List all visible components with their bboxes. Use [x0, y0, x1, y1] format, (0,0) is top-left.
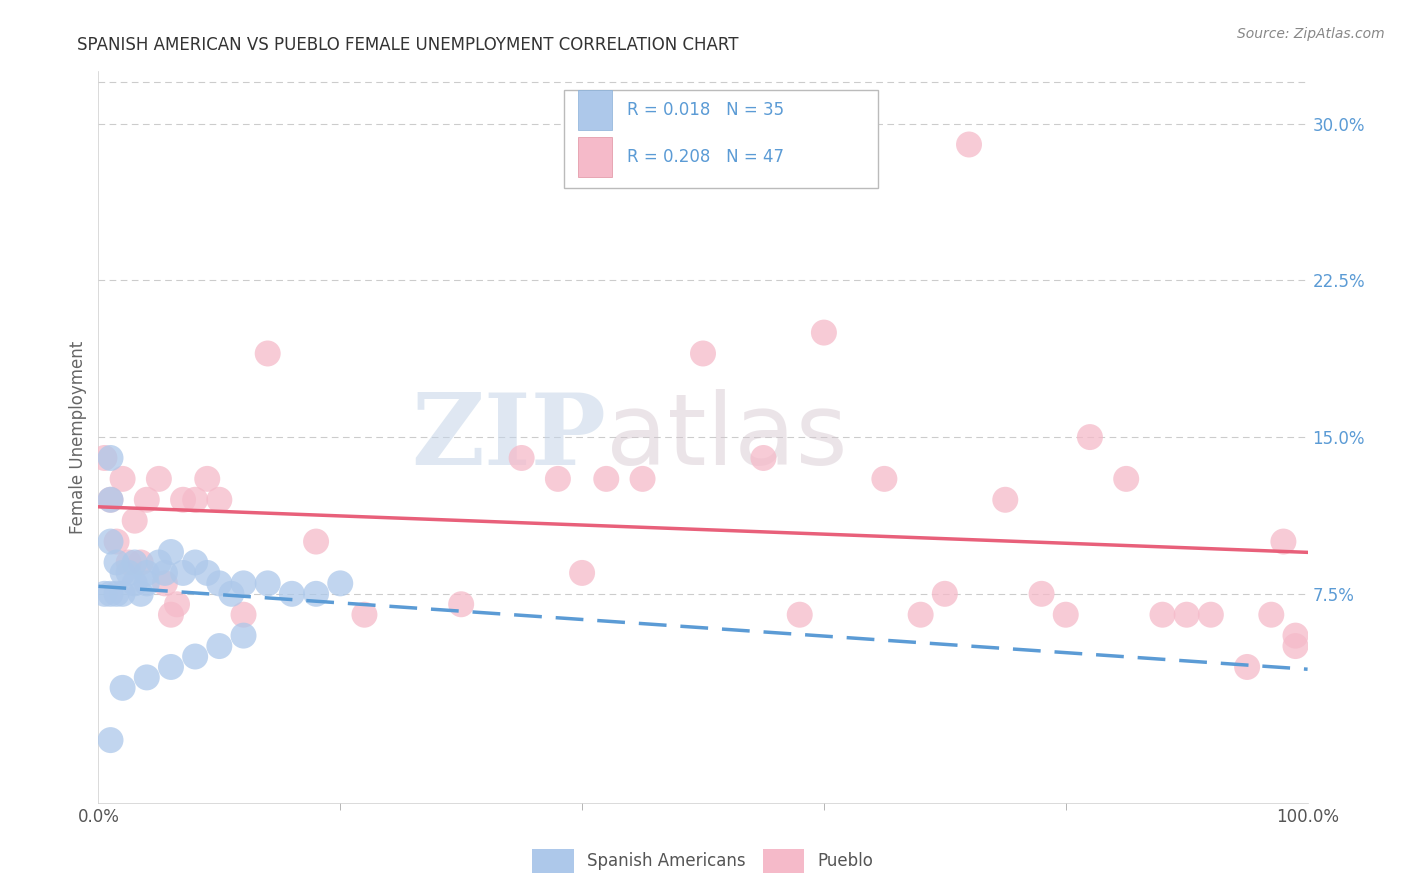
Point: [105, 587, 128, 601]
Point: [256, 346, 278, 360]
Point: [105, 534, 128, 549]
Point: [571, 566, 593, 580]
Point: [135, 492, 157, 507]
Point: [184, 649, 207, 664]
Point: [160, 607, 183, 622]
Point: [100, 492, 122, 507]
Point: [160, 660, 183, 674]
Point: [118, 556, 141, 570]
Point: [93, 450, 115, 465]
Point: [1054, 607, 1077, 622]
Point: [153, 576, 176, 591]
Point: [100, 587, 122, 601]
Point: [873, 472, 896, 486]
Point: [124, 556, 146, 570]
Point: [124, 576, 146, 591]
Point: [166, 597, 188, 611]
Point: [135, 566, 157, 580]
Point: [1115, 472, 1137, 486]
Text: SPANISH AMERICAN VS PUEBLO FEMALE UNEMPLOYMENT CORRELATION CHART: SPANISH AMERICAN VS PUEBLO FEMALE UNEMPL…: [77, 36, 738, 54]
Point: [118, 566, 141, 580]
Point: [153, 566, 176, 580]
Point: [789, 607, 811, 622]
Point: [184, 492, 207, 507]
Point: [595, 472, 617, 486]
FancyBboxPatch shape: [564, 90, 879, 188]
Point: [1031, 587, 1053, 601]
Point: [195, 566, 218, 580]
FancyBboxPatch shape: [578, 90, 613, 130]
Point: [353, 607, 375, 622]
Point: [100, 492, 122, 507]
Point: [281, 587, 304, 601]
Point: [450, 597, 472, 611]
Point: [135, 670, 157, 684]
Point: [1236, 660, 1258, 674]
Point: [1078, 430, 1101, 444]
Text: R = 0.208   N = 47: R = 0.208 N = 47: [627, 148, 783, 166]
Point: [957, 137, 980, 152]
Point: [934, 587, 956, 601]
Point: [510, 450, 533, 465]
Point: [172, 566, 194, 580]
Point: [148, 556, 170, 570]
Point: [93, 587, 115, 601]
Point: [232, 607, 254, 622]
Point: [1199, 607, 1222, 622]
Point: [105, 556, 128, 570]
Point: [305, 534, 328, 549]
FancyBboxPatch shape: [578, 137, 613, 178]
Point: [910, 607, 932, 622]
Point: [129, 556, 152, 570]
Point: [129, 587, 152, 601]
Point: [1284, 639, 1306, 653]
Point: [1260, 607, 1282, 622]
Point: [1152, 607, 1174, 622]
Point: [135, 576, 157, 591]
Point: [111, 566, 134, 580]
Point: [100, 450, 122, 465]
Point: [631, 472, 654, 486]
Point: [111, 587, 134, 601]
Text: atlas: atlas: [606, 389, 848, 485]
Point: [1175, 607, 1198, 622]
Point: [208, 492, 231, 507]
Point: [1272, 534, 1295, 549]
Point: [994, 492, 1017, 507]
Point: [111, 472, 134, 486]
Point: [1284, 629, 1306, 643]
Point: [329, 576, 352, 591]
Point: [305, 587, 328, 601]
Text: Source: ZipAtlas.com: Source: ZipAtlas.com: [1237, 27, 1385, 41]
Text: R = 0.018   N = 35: R = 0.018 N = 35: [627, 101, 785, 119]
Point: [111, 681, 134, 695]
Point: [100, 534, 122, 549]
Point: [195, 472, 218, 486]
Point: [160, 545, 183, 559]
Point: [208, 639, 231, 653]
Point: [148, 472, 170, 486]
Point: [184, 556, 207, 570]
Point: [221, 587, 243, 601]
Point: [752, 450, 775, 465]
Point: [232, 576, 254, 591]
Point: [813, 326, 835, 340]
Y-axis label: Female Unemployment: Female Unemployment: [69, 341, 87, 533]
Point: [547, 472, 569, 486]
Point: [172, 492, 194, 507]
Text: ZIP: ZIP: [412, 389, 606, 485]
Point: [232, 629, 254, 643]
Point: [692, 346, 714, 360]
Legend: Spanish Americans, Pueblo: Spanish Americans, Pueblo: [526, 842, 880, 880]
Point: [100, 733, 122, 747]
Point: [208, 576, 231, 591]
Point: [256, 576, 278, 591]
Point: [124, 514, 146, 528]
